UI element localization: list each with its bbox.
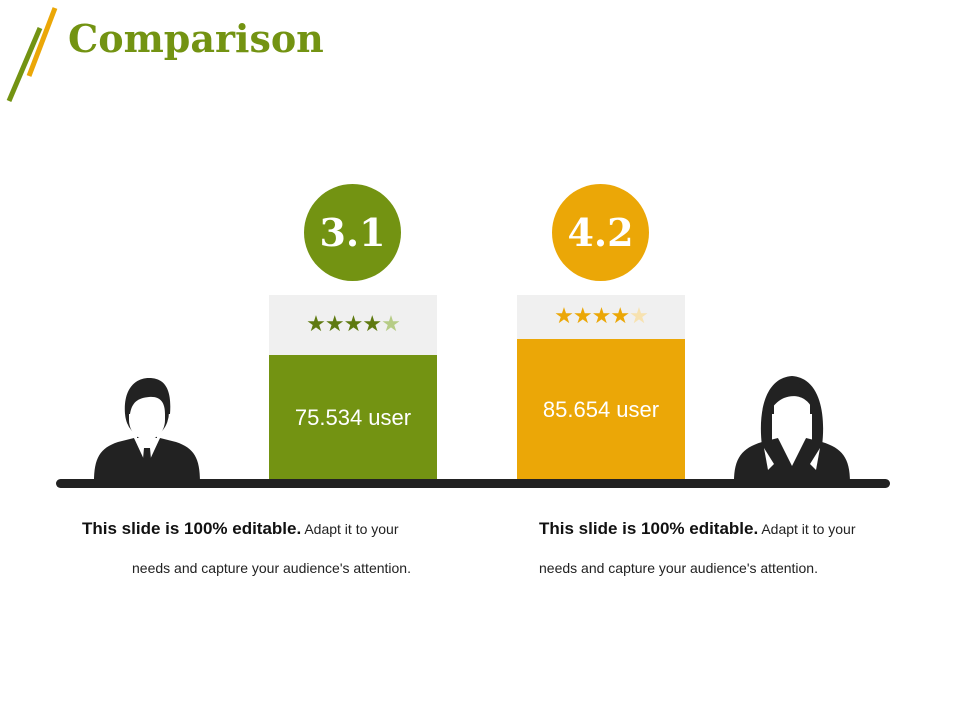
user-bar-right: 85.654 user	[517, 339, 685, 480]
title-accent-slashes	[6, 7, 58, 102]
baseline-bar	[56, 479, 890, 488]
star-rating-left: ★★★★★	[306, 312, 401, 337]
description-left-line2: needs and capture your audience's attent…	[132, 560, 411, 576]
star-icon: ★	[362, 312, 382, 337]
rating-value-left: 3.1	[319, 210, 386, 255]
rating-circle-left: 3.1	[304, 184, 401, 281]
star-icon: ★	[554, 304, 574, 329]
description-left-line1: This slide is 100% editable. Adapt it to…	[82, 519, 442, 539]
user-count-right: 85.654 user	[542, 396, 660, 422]
user-bar-left: 75.534 user	[269, 355, 437, 480]
star-rating-band-left: ★★★★★	[269, 295, 437, 355]
star-icon: ★	[343, 312, 364, 337]
rating-circle-right: 4.2	[552, 184, 649, 281]
star-rating-band-right: ★★★★★	[517, 295, 685, 339]
star-icon: ★	[572, 304, 593, 329]
star-empty-icon: ★	[629, 304, 649, 329]
businessman-icon	[94, 378, 200, 482]
user-count-left: 75.534 user	[294, 404, 412, 430]
rating-value-right: 4.2	[567, 210, 634, 255]
description-right-text: Adapt it to your	[761, 521, 856, 537]
description-left-text: Adapt it to your	[304, 521, 399, 537]
star-icon: ★	[324, 312, 345, 337]
description-right-line2: needs and capture your audience's attent…	[539, 560, 818, 576]
star-rating-right: ★★★★★	[554, 304, 649, 329]
star-icon: ★	[591, 304, 612, 329]
description-right-bold: This slide is 100% editable.	[539, 519, 759, 538]
description-left-bold: This slide is 100% editable.	[82, 519, 302, 538]
star-icon: ★	[306, 312, 326, 337]
description-right-line1: This slide is 100% editable. Adapt it to…	[539, 519, 899, 539]
page-title: Comparison	[68, 16, 324, 61]
star-icon: ★	[610, 304, 630, 329]
businesswoman-icon	[734, 376, 850, 482]
star-empty-icon: ★	[381, 312, 401, 337]
